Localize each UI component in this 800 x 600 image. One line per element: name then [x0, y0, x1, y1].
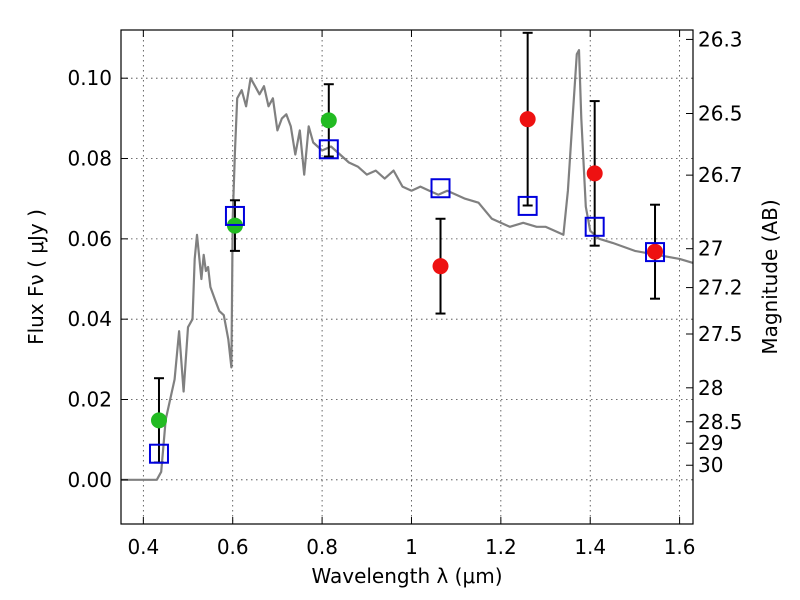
x-tick-label: 0.6 — [217, 535, 249, 559]
magnitude-tick-label: 27 — [698, 237, 723, 261]
x-axis-title: Wavelength λ (μm) — [311, 564, 502, 588]
red-photometry-point — [432, 258, 449, 275]
synthetic-flux-square — [517, 195, 538, 216]
magnitude-tick-label: 26.7 — [698, 163, 743, 187]
synthetic-flux-square — [224, 205, 245, 226]
magnitude-tick-label: 26.3 — [698, 27, 743, 51]
red-photometry-point — [586, 165, 603, 182]
x-axis-ticks: 0.4 0.6 0.8 1 1.2 1.4 1.6 — [127, 30, 696, 559]
magnitude-axis-title: Magnitude (AB) — [758, 199, 782, 354]
synthetic-flux-square — [318, 139, 339, 160]
x-tick-label: 1.2 — [485, 535, 517, 559]
synthetic-flux-square — [645, 242, 666, 263]
synthetic-flux-square — [148, 443, 169, 464]
y-tick-label: 0.08 — [67, 147, 112, 171]
magnitude-tick-label: 28 — [698, 376, 723, 400]
x-tick-label: 1.6 — [664, 535, 696, 559]
magnitude-tick-label: 28.5 — [698, 410, 743, 434]
synthetic-flux-square — [430, 178, 451, 199]
magnitude-tick-label: 29 — [698, 431, 723, 455]
model-spectrum-line — [121, 48, 694, 481]
y-axis-title: Flux Fν ( μJy ) — [24, 209, 48, 345]
y-tick-label: 0.04 — [67, 307, 112, 331]
magnitude-tick-label: 30 — [698, 453, 723, 477]
x-tick-label: 1.4 — [574, 535, 606, 559]
grid — [121, 30, 693, 524]
green-photometry-point — [320, 112, 337, 129]
y-tick-label: 0.00 — [67, 468, 112, 492]
red-photometry-point — [647, 243, 664, 260]
y-tick-label: 0.06 — [67, 227, 112, 251]
model-spectrum — [121, 48, 694, 481]
plot-frame — [120, 29, 694, 525]
magnitude-tick-label: 26.5 — [698, 102, 743, 126]
photometry-points — [148, 31, 666, 464]
y-axis-ticks: 0.00 0.02 0.04 0.06 0.08 0.10 — [67, 66, 128, 492]
magnitude-tick-label: 27.5 — [698, 322, 743, 346]
x-tick-label: 0.4 — [127, 535, 159, 559]
synthetic-flux-square — [584, 216, 605, 237]
x-tick-label: 0.8 — [306, 535, 338, 559]
red-photometry-point — [519, 111, 536, 128]
y-tick-label: 0.10 — [67, 66, 112, 90]
x-tick-label: 1 — [405, 535, 418, 559]
y-tick-label: 0.02 — [67, 387, 112, 411]
green-photometry-point — [150, 412, 167, 429]
magnitude-tick-label: 27.2 — [698, 276, 743, 300]
